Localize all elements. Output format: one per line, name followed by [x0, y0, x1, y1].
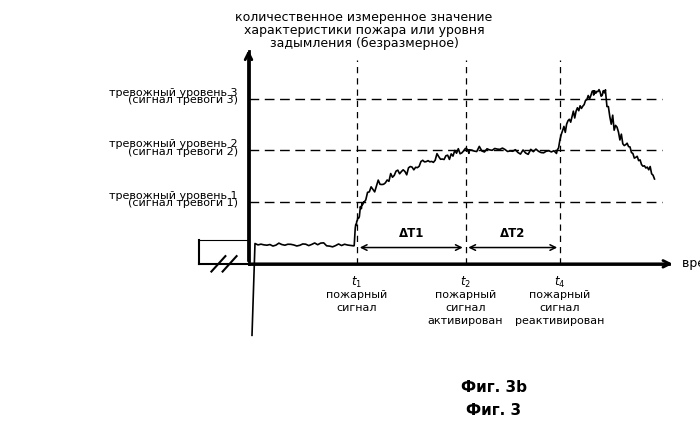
- Text: Фиг. 3: Фиг. 3: [466, 403, 521, 418]
- Text: пожарный
сигнал
активирован: пожарный сигнал активирован: [428, 290, 503, 326]
- Text: (сигнал тревоги 1): (сигнал тревоги 1): [128, 199, 238, 208]
- Text: тревожный уровень 2: тревожный уровень 2: [109, 139, 238, 149]
- Text: $t_1$: $t_1$: [351, 275, 363, 290]
- Text: (сигнал тревоги 3): (сигнал тревоги 3): [128, 96, 238, 106]
- Text: $t_2$: $t_2$: [460, 275, 471, 290]
- Text: характеристики пожара или уровня: характеристики пожара или уровня: [244, 24, 484, 36]
- Text: пожарный
сигнал
реактивирован: пожарный сигнал реактивирован: [515, 290, 605, 326]
- Text: ΔT1: ΔT1: [398, 227, 424, 240]
- Text: тревожный уровень 3: тревожный уровень 3: [109, 88, 238, 98]
- Text: тревожный уровень 1: тревожный уровень 1: [109, 190, 238, 201]
- Text: $t_4$: $t_4$: [554, 275, 566, 290]
- Text: пожарный
сигнал: пожарный сигнал: [326, 290, 388, 313]
- Text: (сигнал тревоги 2): (сигнал тревоги 2): [128, 147, 238, 157]
- Text: количественное измеренное значение: количественное измеренное значение: [235, 11, 493, 24]
- Text: задымления (безразмерное): задымления (безразмерное): [270, 36, 458, 49]
- Text: ΔT2: ΔT2: [500, 227, 526, 240]
- Text: Фиг. 3b: Фиг. 3b: [461, 380, 526, 395]
- Text: время t: время t: [682, 257, 700, 270]
